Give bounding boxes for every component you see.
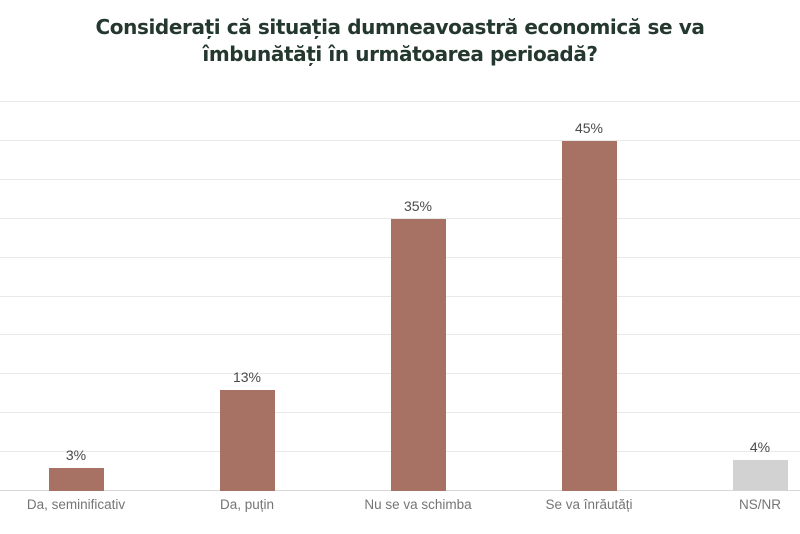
category-label: Nu se va schimba [364, 497, 472, 512]
gridline [0, 217, 800, 219]
category-label: Se va înrăutăți [545, 497, 633, 512]
plot-area: 3% 13% 35% 45% 4% [0, 101, 800, 491]
chart-title: Considerați că situația dumneavoastră ec… [95, 15, 705, 66]
bar-1 [219, 389, 275, 491]
category-label: Da, seminificativ [26, 497, 126, 512]
bar-0 [48, 467, 104, 491]
category-label: NS/NR [738, 497, 781, 512]
bar-value-label: 4% [749, 438, 771, 455]
bar-value-label: 45% [574, 119, 604, 136]
bar-4 [732, 459, 788, 491]
bar-value-label: 13% [232, 368, 262, 385]
bar-2 [390, 218, 446, 491]
category-label: Da, puțin [219, 497, 275, 512]
gridline [0, 139, 800, 141]
gridline [0, 101, 800, 102]
bar-3 [561, 140, 617, 491]
gridline [0, 178, 800, 180]
bar-value-label: 35% [403, 197, 433, 214]
bar-value-label: 3% [65, 446, 87, 463]
